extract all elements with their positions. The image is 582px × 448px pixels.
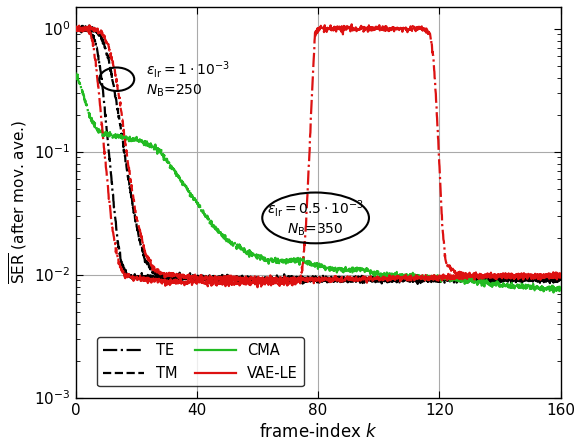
Text: $\epsilon_{\mathrm{lr}}=1 \cdot 10^{-3}$
$N_\mathrm{B}$=250: $\epsilon_{\mathrm{lr}}=1 \cdot 10^{-3}$…	[146, 59, 229, 99]
X-axis label: frame-index $k$: frame-index $k$	[259, 423, 377, 441]
Legend: TE, TM, CMA, VAE-LE: TE, TM, CMA, VAE-LE	[97, 337, 304, 387]
Text: $\epsilon_{\mathrm{lr}}=0.5 \cdot 10^{-3}$
$N_\mathrm{B}$=350: $\epsilon_{\mathrm{lr}}=0.5 \cdot 10^{-3…	[267, 198, 364, 238]
Y-axis label: $\overline{\mathrm{SER}}$ (after mov. ave.): $\overline{\mathrm{SER}}$ (after mov. av…	[7, 121, 29, 284]
